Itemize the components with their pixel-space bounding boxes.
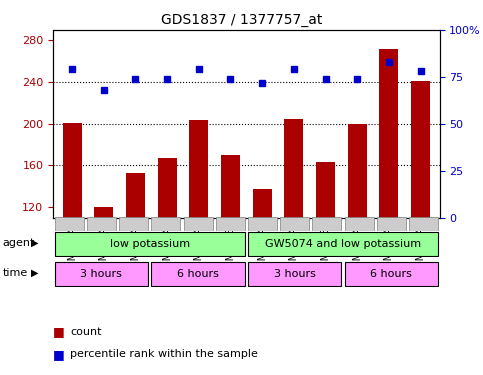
Text: ▶: ▶ [31,238,39,248]
FancyBboxPatch shape [280,217,309,231]
Bar [316,162,335,332]
FancyBboxPatch shape [55,262,148,286]
Text: GDS1837 / 1377757_at: GDS1837 / 1377757_at [161,13,322,27]
Text: time: time [2,268,28,278]
Bar [94,207,114,332]
Bar [411,81,430,332]
FancyBboxPatch shape [409,217,438,231]
Bar [126,173,145,332]
Text: agent: agent [2,238,35,248]
Text: 6 hours: 6 hours [370,269,412,279]
Text: ■: ■ [53,348,65,361]
FancyBboxPatch shape [151,262,245,286]
FancyBboxPatch shape [184,217,213,231]
Bar [189,120,208,332]
FancyBboxPatch shape [216,217,245,231]
FancyBboxPatch shape [377,217,406,231]
Bar [379,49,398,332]
FancyBboxPatch shape [55,217,84,231]
Text: 6 hours: 6 hours [177,269,219,279]
FancyBboxPatch shape [344,262,438,286]
FancyBboxPatch shape [151,217,180,231]
Text: ▶: ▶ [31,268,39,278]
Text: GW5074 and low potassium: GW5074 and low potassium [265,239,421,249]
Bar [348,124,367,332]
Text: percentile rank within the sample: percentile rank within the sample [70,350,258,359]
Bar [157,158,177,332]
Bar [221,155,240,332]
Text: 3 hours: 3 hours [81,269,122,279]
Bar [284,118,303,332]
Text: low potassium: low potassium [110,239,190,249]
FancyBboxPatch shape [248,262,341,286]
FancyBboxPatch shape [55,232,245,256]
Bar [253,189,271,332]
FancyBboxPatch shape [87,217,116,231]
FancyBboxPatch shape [119,217,148,231]
Text: 3 hours: 3 hours [274,269,315,279]
FancyBboxPatch shape [248,232,438,256]
FancyBboxPatch shape [344,217,373,231]
Text: ■: ■ [53,326,65,338]
FancyBboxPatch shape [313,217,341,231]
FancyBboxPatch shape [248,217,277,231]
Bar [63,123,82,332]
Text: count: count [70,327,101,337]
